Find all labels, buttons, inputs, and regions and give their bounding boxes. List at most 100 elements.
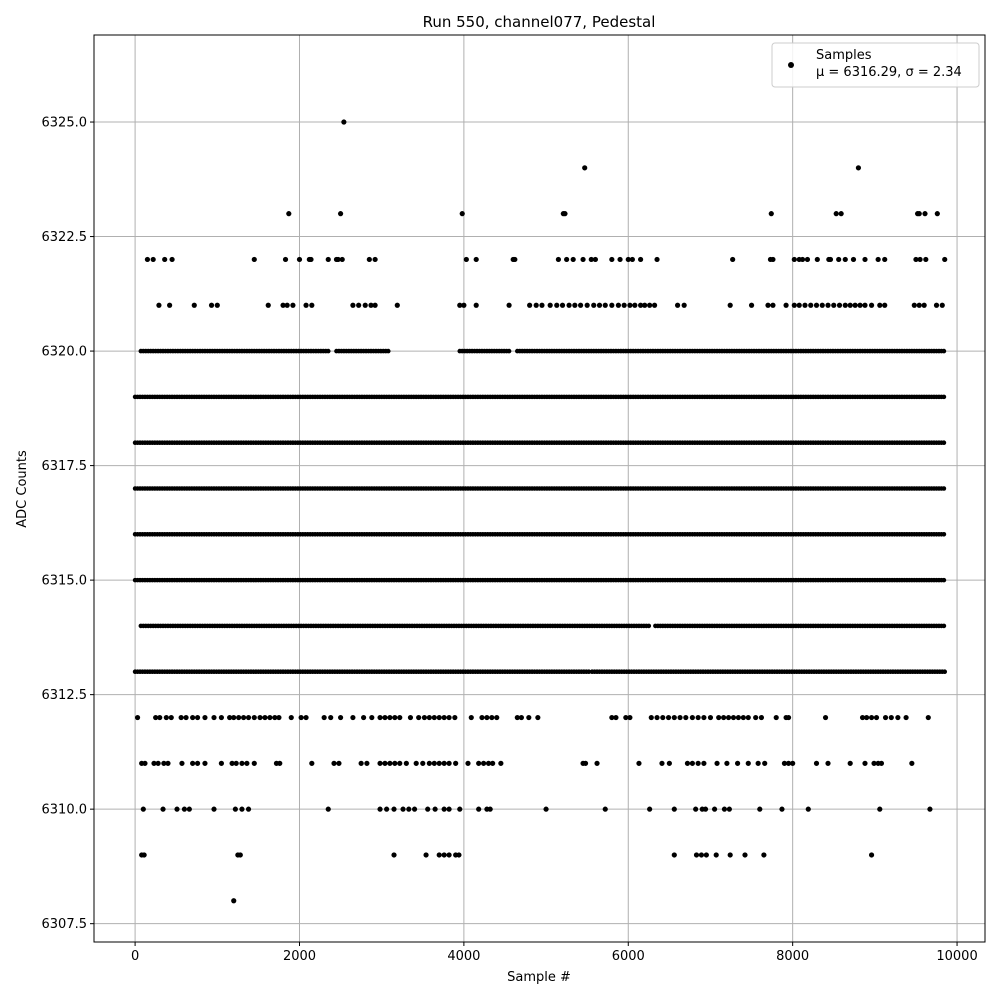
data-point (617, 257, 622, 262)
data-point (927, 807, 932, 812)
data-point (823, 715, 828, 720)
data-point (377, 761, 382, 766)
data-point (211, 807, 216, 812)
data-point (647, 624, 652, 629)
data-point (912, 303, 917, 308)
data-point (179, 715, 184, 720)
data-point (162, 257, 167, 262)
data-point (749, 303, 754, 308)
y-tick-label: 6310.0 (42, 803, 88, 818)
data-point (883, 715, 888, 720)
data-point (724, 761, 729, 766)
data-point (195, 761, 200, 766)
y-axis-label: ADC Counts (15, 450, 30, 528)
data-point (622, 303, 627, 308)
data-point (425, 807, 430, 812)
data-point (202, 761, 207, 766)
data-point (564, 257, 569, 262)
data-point (685, 761, 690, 766)
data-point (442, 715, 447, 720)
data-point (432, 715, 437, 720)
data-point (609, 257, 614, 262)
data-point (392, 715, 397, 720)
data-point (942, 532, 947, 537)
data-point (808, 303, 813, 308)
data-point (649, 715, 654, 720)
data-point (556, 257, 561, 262)
data-point (759, 715, 764, 720)
data-point (876, 257, 881, 262)
data-point (862, 257, 867, 262)
data-point (874, 715, 879, 720)
data-point (756, 761, 761, 766)
data-point (489, 715, 494, 720)
y-tick-label: 6307.5 (42, 917, 88, 932)
data-point (693, 807, 698, 812)
data-point (460, 211, 465, 216)
data-point (828, 257, 833, 262)
data-point (642, 303, 647, 308)
data-point (326, 257, 331, 262)
data-point (636, 761, 641, 766)
legend: Samples μ = 6316.29, σ = 2.34 (772, 43, 979, 87)
data-point (297, 257, 302, 262)
data-point (395, 303, 400, 308)
data-point (820, 303, 825, 308)
data-point (716, 715, 721, 720)
data-point (805, 257, 810, 262)
data-point (452, 715, 457, 720)
data-point (770, 257, 775, 262)
data-point (257, 715, 262, 720)
data-point (843, 257, 848, 262)
data-point (267, 715, 272, 720)
legend-marker (788, 62, 794, 68)
data-point (412, 807, 417, 812)
data-point (704, 852, 709, 857)
data-point (290, 303, 295, 308)
data-point (722, 807, 727, 812)
data-point (654, 715, 659, 720)
data-point (246, 715, 251, 720)
data-point (543, 807, 548, 812)
data-point (774, 715, 779, 720)
data-point (879, 761, 884, 766)
data-point (437, 715, 442, 720)
data-point (174, 807, 179, 812)
data-point (432, 761, 437, 766)
data-point (742, 852, 747, 857)
data-point (465, 761, 470, 766)
data-point (442, 807, 447, 812)
data-point (942, 257, 947, 262)
data-point (408, 715, 413, 720)
data-point (889, 715, 894, 720)
data-point (498, 761, 503, 766)
data-point (484, 715, 489, 720)
data-point (387, 761, 392, 766)
data-point (647, 807, 652, 812)
data-point (219, 715, 224, 720)
data-point (571, 257, 576, 262)
data-point (397, 761, 402, 766)
data-point (815, 257, 820, 262)
data-point (219, 761, 224, 766)
data-point (231, 715, 236, 720)
data-point (169, 715, 174, 720)
data-point (853, 303, 858, 308)
data-point (391, 852, 396, 857)
data-point (377, 807, 382, 812)
data-point (779, 807, 784, 812)
data-point (145, 257, 150, 262)
data-point (566, 303, 571, 308)
data-point (142, 852, 147, 857)
data-point (647, 303, 652, 308)
data-point (627, 303, 632, 308)
data-point (672, 807, 677, 812)
data-point (476, 761, 481, 766)
data-point (731, 715, 736, 720)
data-point (942, 486, 947, 491)
data-point (488, 807, 493, 812)
data-point (276, 715, 281, 720)
data-point (519, 715, 524, 720)
data-point (252, 761, 257, 766)
